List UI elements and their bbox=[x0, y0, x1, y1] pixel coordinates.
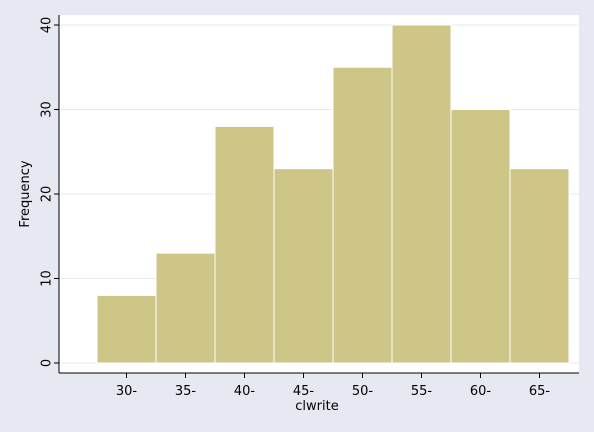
bar-45- bbox=[273, 168, 334, 364]
x-tick-label: 35- bbox=[175, 384, 197, 399]
bar-50- bbox=[332, 66, 393, 364]
y-tick-label: 20 bbox=[40, 186, 55, 203]
bar-40- bbox=[214, 125, 275, 364]
y-tick-label: 30 bbox=[40, 101, 55, 118]
x-tick-label: 50- bbox=[352, 384, 374, 399]
y-tick-label: 40 bbox=[40, 17, 55, 34]
bar-55- bbox=[391, 24, 452, 364]
x-tick-label: 60- bbox=[470, 384, 492, 399]
x-axis-title: clwrite bbox=[295, 399, 338, 414]
bars bbox=[96, 24, 570, 364]
x-tick-label: 65- bbox=[529, 384, 551, 399]
y-ticks: 0 10 20 30 40 bbox=[40, 17, 59, 367]
x-ticks: 30- 35- 40- 45- 50- 55- 60- 65- bbox=[116, 373, 551, 399]
x-tick-label: 40- bbox=[234, 384, 256, 399]
x-tick-label: 45- bbox=[293, 384, 315, 399]
x-tick-label: 30- bbox=[116, 384, 138, 399]
bar-35- bbox=[155, 252, 216, 364]
y-tick-label: 0 bbox=[40, 359, 55, 367]
y-tick-label: 10 bbox=[40, 270, 55, 287]
bar-65- bbox=[509, 168, 570, 364]
bar-60- bbox=[450, 109, 511, 364]
bar-30- bbox=[96, 294, 157, 364]
y-axis-title: Frequency bbox=[18, 160, 33, 227]
x-tick-label: 55- bbox=[411, 384, 433, 399]
